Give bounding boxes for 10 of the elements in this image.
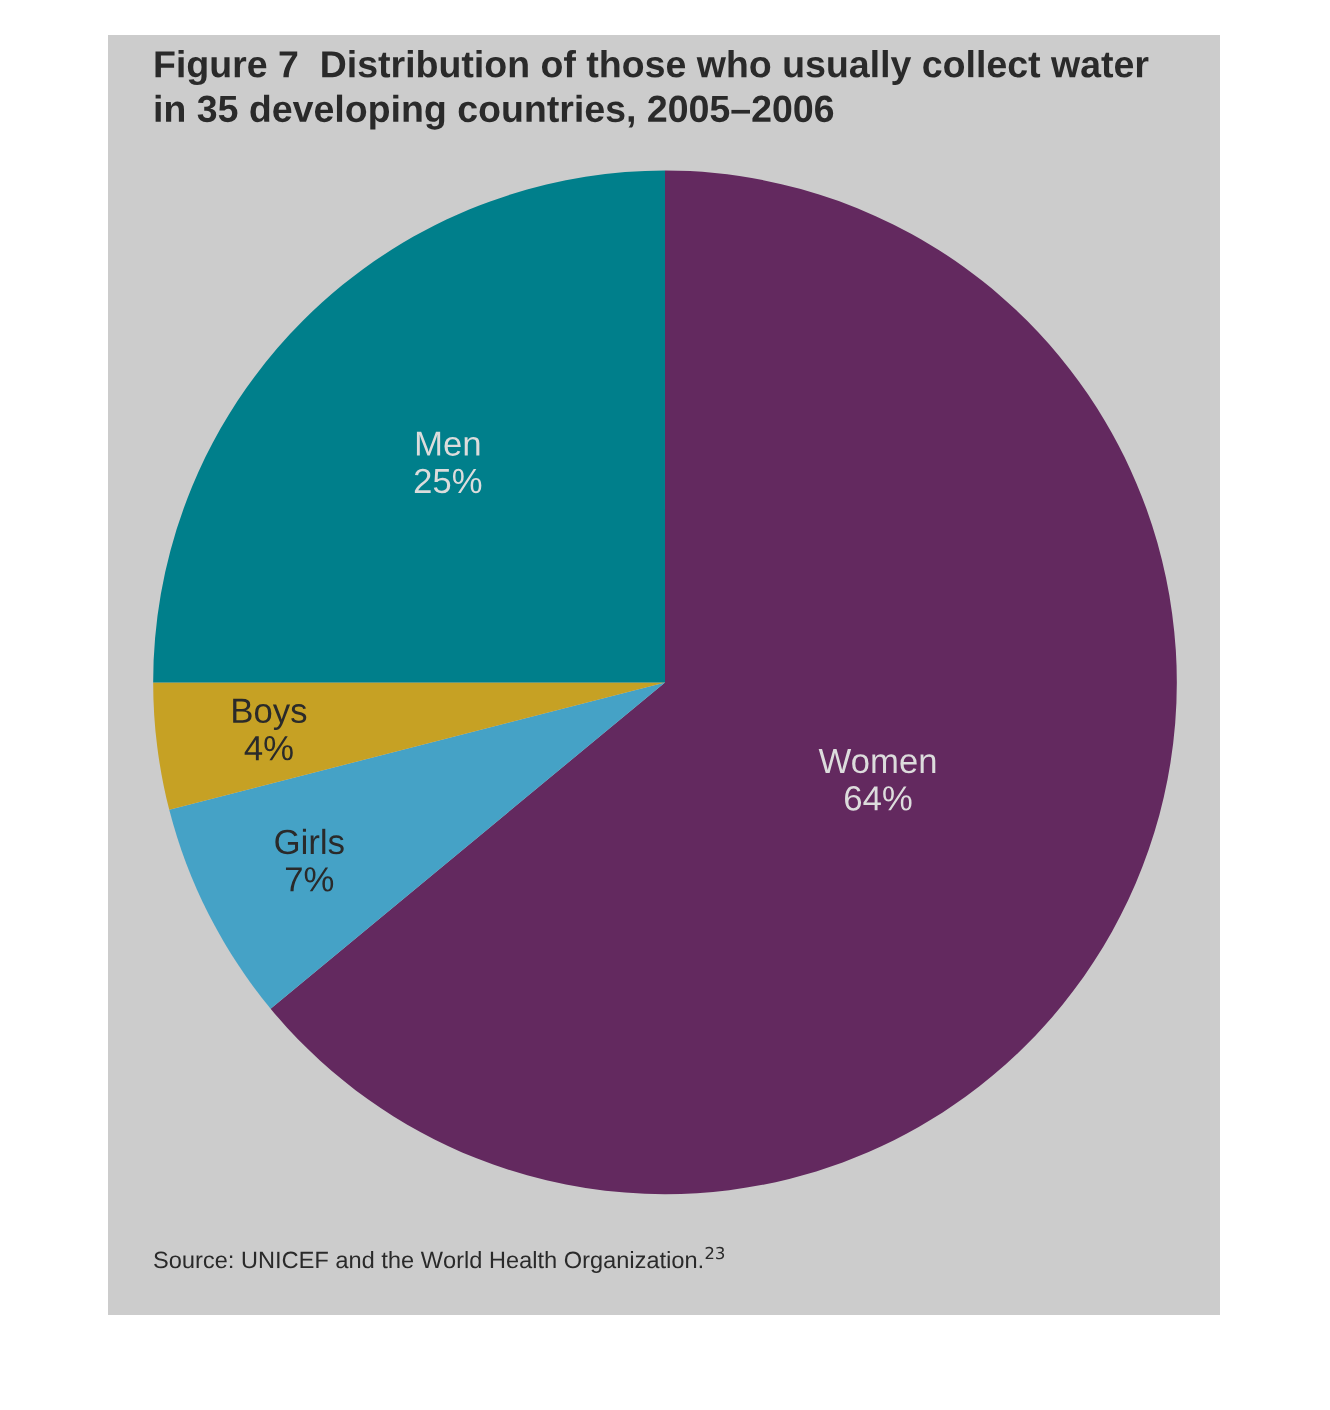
slice-label: Boys bbox=[233, 698, 307, 730]
slice-label: Women bbox=[818, 749, 936, 774]
data-label: 4% bbox=[244, 736, 293, 761]
data-label: 64% bbox=[845, 786, 912, 811]
data-label: 25% bbox=[414, 468, 482, 494]
source-note: Source: UNICEF and the World Health Organization.$^{23}$ bbox=[154, 1246, 725, 1273]
data-label: 7% bbox=[285, 867, 334, 892]
chart-title: Figure 7 Distribution of those who usually collect water in 35 developing countries, 2005–2006 bbox=[155, 50, 1149, 130]
slice-label: Girls bbox=[275, 828, 344, 855]
slice-label: Men bbox=[416, 431, 480, 456]
